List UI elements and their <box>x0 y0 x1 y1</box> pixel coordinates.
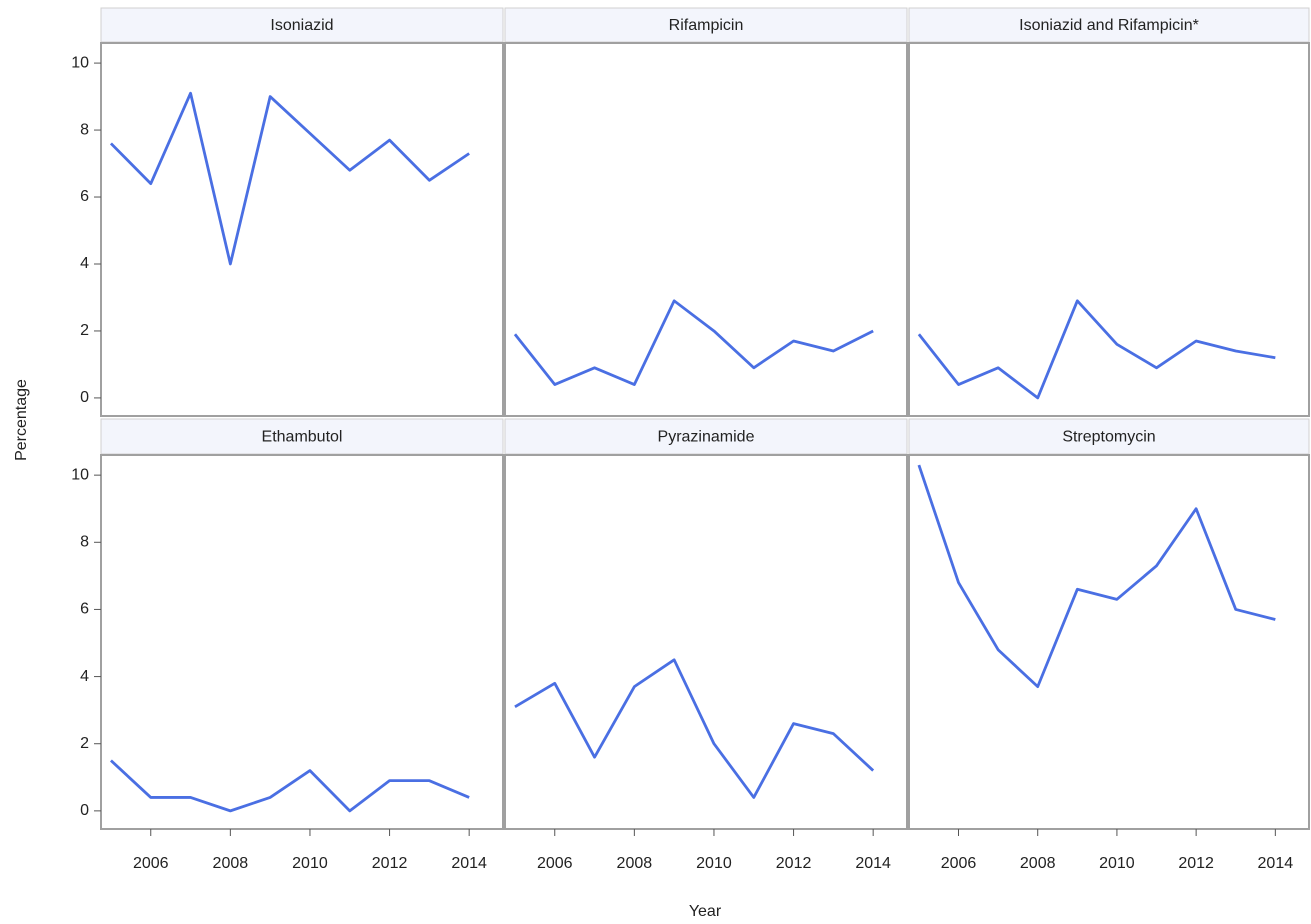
x-tick-label: 2014 <box>855 855 891 872</box>
y-tick-label: 2 <box>80 322 89 339</box>
data-line <box>109 91 470 266</box>
y-tick-label: 0 <box>80 802 89 819</box>
panel-frame <box>504 454 908 830</box>
x-axis-label: Year <box>689 903 722 920</box>
panel-title: Rifampicin <box>669 17 744 34</box>
x-tick-label: 2010 <box>292 855 328 872</box>
x-tick-label: 2006 <box>133 855 169 872</box>
data-line <box>917 464 1276 689</box>
y-tick-label: 10 <box>71 466 89 483</box>
panel-frame <box>908 454 1310 830</box>
x-tick-label: 2008 <box>617 855 653 872</box>
panel-header <box>504 7 908 43</box>
x-tick-label: 2012 <box>776 855 812 872</box>
data-line <box>513 299 874 386</box>
x-tick-label: 2012 <box>372 855 408 872</box>
data-line <box>917 299 1276 400</box>
x-tick-label: 2006 <box>537 855 573 872</box>
panel-header <box>908 418 1310 455</box>
panel-header <box>908 7 1310 43</box>
x-tick-label: 2010 <box>696 855 732 872</box>
panel-title: Streptomycin <box>1062 429 1155 446</box>
y-tick-label: 4 <box>80 255 89 272</box>
panel-header <box>100 7 504 43</box>
x-tick-label: 2008 <box>213 855 249 872</box>
panel-title: Pyrazinamide <box>658 429 755 446</box>
x-tick-label: 2014 <box>1258 855 1294 872</box>
y-tick-label: 6 <box>80 601 89 618</box>
y-tick-label: 8 <box>80 534 89 551</box>
panel-frame <box>100 42 504 417</box>
y-tick-label: 10 <box>71 54 89 71</box>
x-tick-label: 2010 <box>1099 855 1135 872</box>
y-axis-label: Percentage <box>13 379 30 461</box>
y-tick-label: 0 <box>80 389 89 406</box>
panel-frame <box>908 42 1310 417</box>
y-tick-label: 8 <box>80 121 89 138</box>
data-line <box>514 658 875 799</box>
y-tick-label: 6 <box>80 188 89 205</box>
x-tick-label: 2012 <box>1178 855 1214 872</box>
x-tick-label: 2006 <box>941 855 977 872</box>
x-tick-label: 2008 <box>1020 855 1056 872</box>
data-line <box>109 759 470 813</box>
panel-frame <box>100 454 504 830</box>
y-tick-label: 2 <box>80 735 89 752</box>
panel-title: Ethambutol <box>262 429 343 446</box>
panel-title: Isoniazid <box>270 17 333 34</box>
panel-title: Isoniazid and Rifampicin* <box>1019 17 1199 34</box>
panel-header <box>504 418 908 455</box>
x-tick-label: 2014 <box>451 855 487 872</box>
panel-header <box>100 418 504 455</box>
panel-frame <box>504 42 908 417</box>
y-tick-label: 4 <box>80 668 89 685</box>
